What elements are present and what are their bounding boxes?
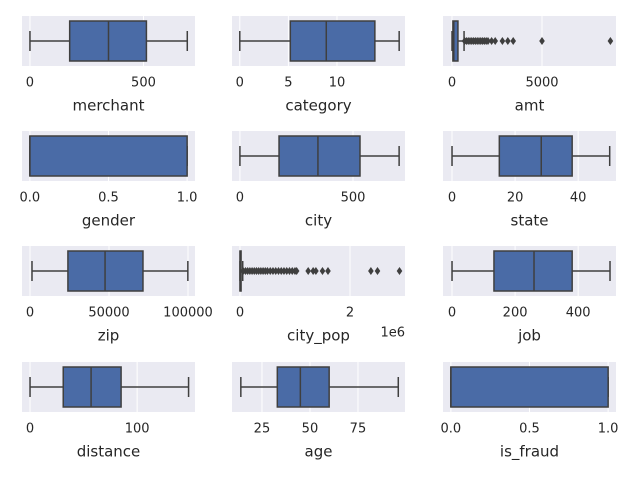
box	[450, 366, 609, 408]
x-tick-label: 0.0	[20, 191, 41, 206]
box	[29, 135, 188, 177]
x-tick-label: 0	[26, 422, 34, 437]
x-tick-label: 0.5	[519, 422, 540, 437]
x-tick-label: 0	[26, 76, 34, 91]
x-tick-label: 0	[448, 191, 456, 206]
x-axis-label: distance	[77, 443, 141, 461]
flier	[488, 37, 495, 45]
x-axis-label: age	[305, 443, 333, 461]
x-axis-label: zip	[98, 327, 120, 345]
x-tick-label: 0	[26, 306, 34, 321]
x-axis-label: state	[511, 212, 549, 230]
x-tick-label: 100000	[163, 306, 213, 321]
x-axis-label: amt	[515, 97, 545, 115]
flier	[319, 267, 326, 275]
x-tick-label: 10	[329, 76, 346, 91]
flier	[305, 267, 311, 275]
x-axis-label: city	[305, 212, 332, 230]
flier	[485, 37, 491, 45]
x-tick-label: 40	[570, 191, 587, 206]
x-tick-label: 25	[254, 422, 271, 437]
flier	[607, 37, 614, 45]
x-tick-label: 0	[448, 76, 456, 91]
x-tick-label: 50000	[88, 306, 129, 321]
flier	[313, 267, 319, 275]
x-tick-label: 5	[284, 76, 292, 91]
x-axis-label: is_fraud	[500, 443, 559, 462]
box	[498, 135, 573, 177]
x-tick-label: 100	[125, 422, 150, 437]
x-axis-label: category	[285, 97, 351, 115]
box	[276, 366, 330, 408]
box	[452, 20, 459, 62]
box	[278, 135, 361, 177]
offset-text: 1e6	[380, 326, 405, 341]
flier	[539, 37, 545, 45]
x-tick-label: 0	[236, 306, 244, 321]
x-tick-label: 500	[131, 76, 156, 91]
flier	[374, 267, 381, 275]
x-tick-label: 1.0	[598, 422, 619, 437]
x-tick-label: 75	[350, 422, 367, 437]
flier	[368, 267, 374, 275]
box	[62, 366, 122, 408]
flier	[396, 267, 403, 275]
x-tick-label: 0	[236, 191, 244, 206]
flier	[505, 37, 511, 45]
x-tick-label: 0	[236, 76, 244, 91]
x-tick-label: 500	[341, 191, 366, 206]
x-axis-label: gender	[82, 212, 136, 230]
x-tick-label: 0.0	[441, 422, 462, 437]
x-tick-label: 200	[503, 306, 528, 321]
x-tick-label: 400	[566, 306, 591, 321]
box	[289, 20, 376, 62]
x-tick-label: 0	[448, 306, 456, 321]
x-tick-label: 0.5	[98, 191, 119, 206]
x-tick-label: 2	[346, 306, 354, 321]
x-tick-label: 50	[302, 422, 319, 437]
x-tick-label: 1.0	[177, 191, 198, 206]
x-axis-label: city_pop	[287, 327, 350, 346]
flier	[492, 37, 499, 45]
x-axis-label: job	[517, 327, 541, 345]
x-tick-label: 20	[507, 191, 524, 206]
x-axis-label: merchant	[72, 97, 144, 115]
flier	[325, 267, 331, 275]
flier	[499, 37, 506, 45]
flier	[510, 37, 517, 45]
x-tick-label: 5000	[525, 76, 558, 91]
box	[493, 250, 573, 292]
flier	[293, 267, 300, 275]
